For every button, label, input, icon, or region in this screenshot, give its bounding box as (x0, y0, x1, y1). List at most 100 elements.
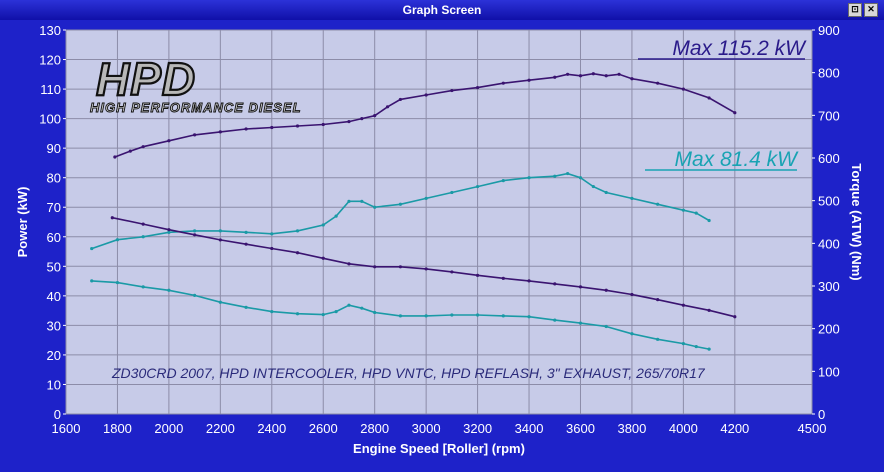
data-point (167, 228, 171, 232)
data-point (681, 208, 685, 212)
data-point (115, 280, 120, 285)
data-point (270, 246, 274, 251)
hpd-logo: HPD HIGH PERFORMANCE DIESEL (90, 52, 301, 116)
data-point (527, 279, 531, 283)
data-point (681, 342, 685, 346)
y-tick-label: 0 (54, 407, 61, 422)
y-tick-label: 20 (47, 348, 61, 363)
data-point (110, 216, 114, 220)
y2-tick-label: 500 (818, 194, 840, 209)
data-point (681, 303, 685, 307)
data-point (128, 149, 132, 153)
x-tick-label: 4500 (798, 421, 827, 436)
max-power-label-2: Max 81.4 kW (674, 148, 799, 171)
data-point (475, 86, 480, 90)
data-point (321, 312, 325, 317)
data-point (295, 312, 300, 316)
x-tick-label: 3200 (463, 421, 492, 436)
grid (65, 29, 813, 415)
data-point (113, 155, 117, 159)
data-point (347, 199, 351, 203)
plot-area (65, 29, 813, 415)
data-point (733, 111, 737, 115)
data-point (501, 179, 505, 183)
x-tick-label: 3400 (515, 421, 544, 436)
dyno-chart: HPD HIGH PERFORMANCE DIESEL 1600 1800 2000… (15, 23, 864, 456)
x-tick-label: 2800 (360, 421, 389, 436)
data-point (566, 171, 570, 176)
logo-main-text: HPD (96, 53, 196, 105)
x-tick-label: 1600 (52, 421, 81, 436)
data-point (694, 211, 698, 215)
data-point (578, 176, 583, 180)
data-point (193, 133, 197, 137)
data-point (193, 233, 197, 237)
data-point (501, 314, 505, 318)
data-point (630, 292, 634, 297)
data-point (450, 270, 454, 274)
data-point (90, 246, 94, 251)
data-point (553, 174, 557, 178)
data-point (360, 199, 364, 203)
x-tick-label: 4000 (669, 421, 698, 436)
series-line-4 (91, 280, 710, 350)
data-point (733, 315, 737, 319)
y2-tick-label: 400 (818, 236, 840, 251)
data-point (295, 251, 300, 255)
data-point (141, 285, 145, 289)
window-title: Graph Screen (402, 3, 482, 17)
data-point (398, 314, 403, 318)
data-point (334, 310, 338, 314)
data-point (270, 232, 274, 236)
data-point (604, 74, 608, 78)
data-point (604, 324, 608, 329)
y-tick-label: 130 (39, 23, 61, 38)
data-point (553, 282, 557, 286)
data-point (334, 214, 338, 218)
y-tick-label: 40 (47, 289, 61, 304)
data-point (424, 314, 428, 318)
close-icon[interactable]: ✕ (864, 3, 878, 17)
data-point (270, 125, 274, 130)
data-point (244, 242, 248, 246)
data-point (244, 127, 248, 131)
data-point (90, 279, 94, 283)
y2-tick-label: 800 (818, 66, 840, 81)
data-point (630, 77, 634, 81)
data-point (566, 72, 570, 76)
y-tick-label: 100 (39, 112, 61, 127)
y2-tick-label: 600 (818, 151, 840, 166)
data-point (295, 124, 300, 128)
data-point (501, 276, 505, 280)
y-tick-label: 120 (39, 53, 61, 68)
restore-icon[interactable]: ⊡ (848, 3, 862, 17)
data-point (617, 72, 621, 76)
data-point (501, 81, 505, 85)
data-point (681, 87, 685, 91)
x-axis-title: Engine Speed [Roller] (rpm) (353, 441, 525, 456)
data-point (694, 344, 698, 349)
data-point (360, 306, 364, 310)
y-tick-label: 60 (47, 230, 61, 245)
data-point (424, 93, 428, 97)
vehicle-note: ZD30CRD 2007, HPD INTERCOOLER, HPD VNTC,… (111, 365, 706, 381)
data-point (656, 81, 660, 85)
data-point (591, 184, 595, 189)
data-point (347, 119, 351, 124)
y-tick-label: 80 (47, 171, 61, 186)
x-tick-label: 2400 (257, 421, 286, 436)
y2-tick-label: 0 (818, 407, 825, 422)
y2-tick-label: 200 (818, 322, 840, 337)
data-point (385, 105, 390, 109)
data-point (450, 313, 454, 317)
data-point (244, 305, 248, 309)
y-tick-label: 50 (47, 259, 61, 274)
y-tick-label: 70 (47, 200, 61, 215)
data-point (553, 318, 557, 322)
data-point (656, 298, 660, 302)
data-point (167, 288, 171, 292)
data-point (398, 97, 403, 102)
data-point (591, 72, 595, 76)
data-point (630, 196, 634, 200)
